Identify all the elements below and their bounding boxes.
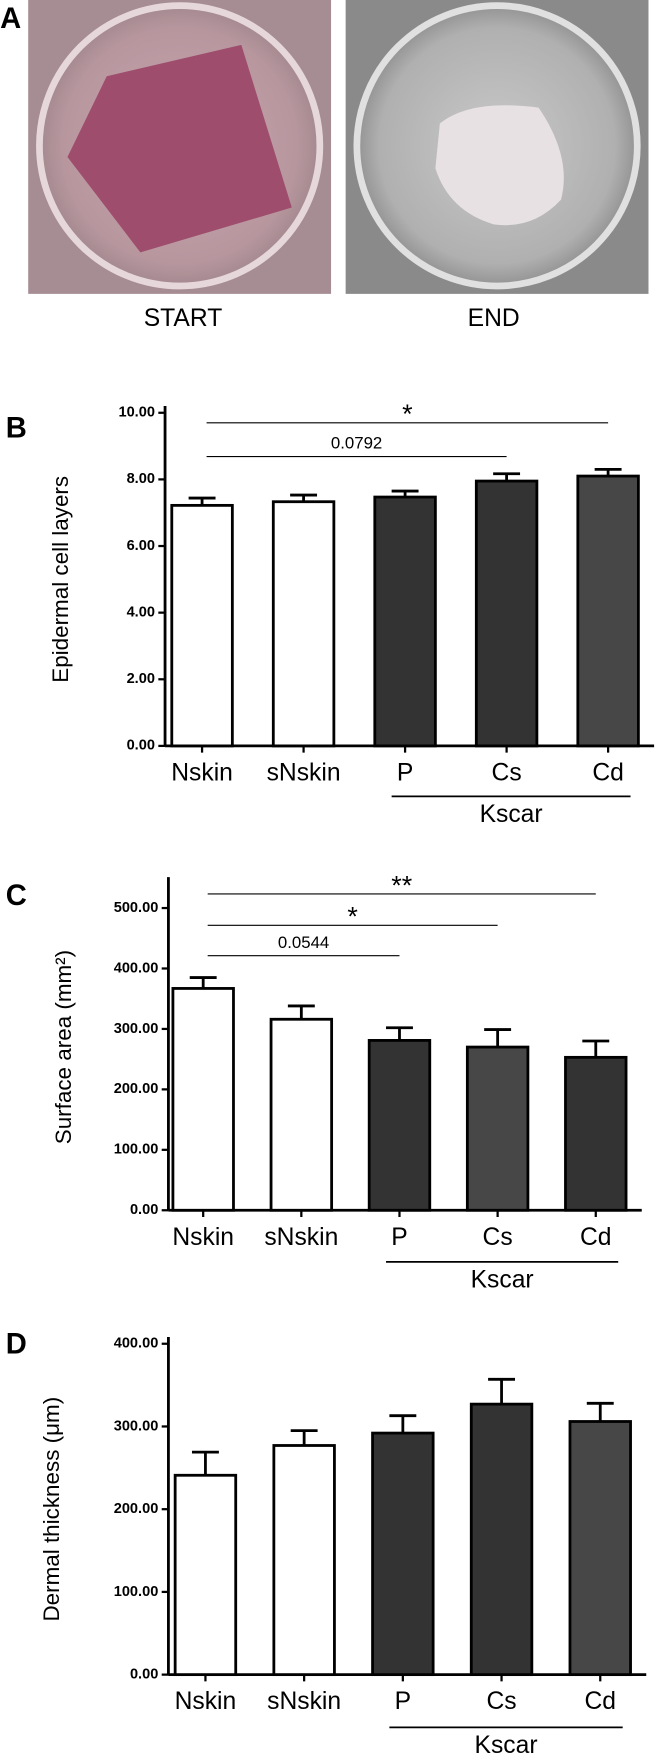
y-tick-label: 0.00 [130, 1202, 158, 1218]
significance-label: * [402, 399, 413, 429]
bar [564, 1055, 628, 1212]
y-tick-label: 0.00 [127, 738, 155, 754]
panel-label: B [6, 412, 27, 444]
x-tick-label: Cd [592, 759, 624, 786]
bar [474, 479, 539, 748]
x-tick-label: sNskin [267, 759, 341, 786]
y-tick-label: 2.00 [127, 671, 155, 687]
y-axis-label: Epidermal cell layers [48, 476, 73, 683]
y-tick-label: 0.00 [130, 1666, 158, 1682]
bar [469, 1402, 534, 1677]
x-tick-label: Cs [492, 759, 522, 786]
y-tick-label: 200.00 [114, 1501, 159, 1517]
y-tick-label: 10.00 [118, 405, 154, 421]
y-tick-label: 400.00 [114, 960, 159, 976]
bar [373, 495, 437, 748]
group-label: Kscar [475, 1732, 538, 1759]
significance-label: ** [391, 870, 412, 900]
x-tick-label: Cd [584, 1688, 616, 1715]
bar [170, 503, 234, 748]
bar [271, 500, 336, 748]
photo-caption: END [468, 305, 520, 332]
x-tick-label: P [395, 1688, 411, 1715]
x-tick-label: Cs [483, 1224, 513, 1251]
y-tick-label: 8.00 [127, 471, 155, 487]
y-tick-label: 200.00 [114, 1081, 159, 1097]
y-tick-label: 100.00 [114, 1584, 159, 1600]
photo-caption: START [144, 305, 223, 332]
bar [171, 987, 235, 1212]
panel-label: C [6, 880, 27, 912]
x-tick-label: P [397, 759, 413, 786]
x-tick-label: Cs [486, 1688, 516, 1715]
x-tick-label: Cd [580, 1224, 612, 1251]
y-tick-label: 6.00 [127, 538, 155, 554]
x-tick-label: P [391, 1224, 407, 1251]
bar [371, 1431, 435, 1677]
bar [465, 1045, 530, 1212]
y-axis-label: Surface area (mm²) [51, 950, 76, 1144]
x-tick-label: sNskin [267, 1688, 341, 1715]
x-tick-label: Nskin [171, 759, 233, 786]
bar [269, 1017, 334, 1212]
significance-label: * [347, 902, 358, 932]
panel-label: A [0, 3, 21, 35]
y-tick-label: 300.00 [114, 1418, 159, 1434]
group-label: Kscar [471, 1266, 534, 1293]
y-tick-label: 4.00 [127, 604, 155, 620]
x-tick-label: Nskin [175, 1688, 237, 1715]
photo-end [345, 0, 649, 294]
y-tick-label: 400.00 [114, 1336, 159, 1352]
bar [568, 1420, 632, 1677]
y-tick-label: 300.00 [114, 1021, 159, 1037]
x-tick-label: sNskin [264, 1224, 338, 1251]
bar [272, 1444, 336, 1677]
y-axis-label: Dermal thickness (μm) [39, 1397, 64, 1622]
bar [576, 474, 640, 748]
panel-label: D [6, 1329, 27, 1361]
x-tick-label: Nskin [172, 1224, 234, 1251]
photo-start [28, 0, 332, 294]
y-tick-label: 100.00 [114, 1142, 159, 1158]
bar [173, 1473, 238, 1677]
significance-label: 0.0544 [278, 933, 329, 952]
bar [367, 1039, 432, 1212]
y-tick-label: 500.00 [114, 900, 159, 916]
significance-label: 0.0792 [331, 434, 382, 453]
group-label: Kscar [480, 801, 543, 828]
